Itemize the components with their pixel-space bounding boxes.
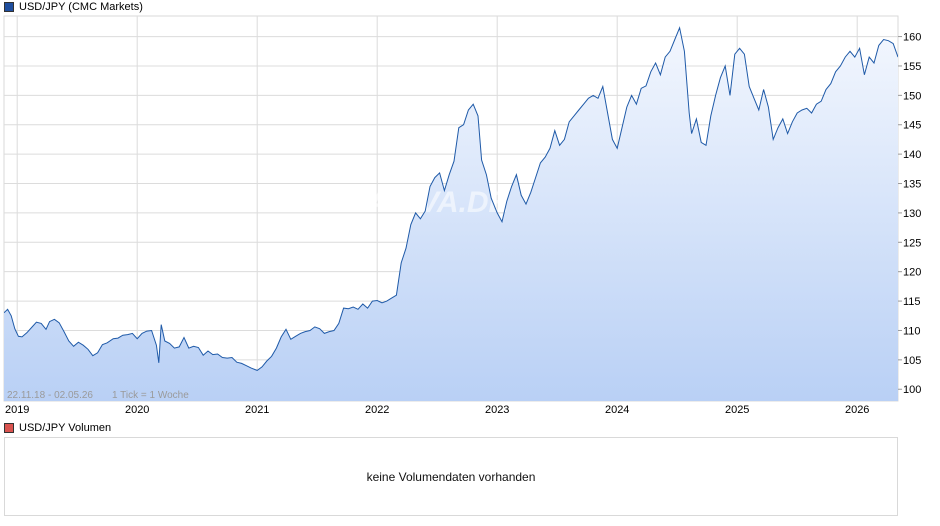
x-tick-label: 2026 [845, 404, 869, 416]
y-tick-label: 110 [903, 325, 921, 337]
x-tick-label: 2025 [725, 404, 749, 416]
volume-legend-swatch [4, 423, 14, 433]
price-line [4, 26, 898, 371]
watermark: ARIVA.DE [366, 186, 509, 219]
range-info: 22.11.18 - 02.05.26 [7, 390, 93, 401]
y-tick-label: 115 [903, 296, 921, 308]
price-area [4, 27, 898, 401]
y-tick-label: 155 [903, 61, 921, 73]
y-tick-label: 145 [903, 120, 921, 132]
x-axis: 2019 2020 2021 2022 2023 2024 2025 2026 [5, 404, 869, 416]
y-axis: 100 105 110 115 120 125 130 135 140 145 150 155 160 [898, 32, 921, 396]
price-chart: ARIVA.DE 1001051101151201251301351401451… [3, 15, 921, 416]
x-tick-label: 2020 [125, 404, 149, 416]
volume-panel: keine Volumendaten vorhanden [4, 437, 898, 516]
y-tick-label: 120 [903, 267, 921, 279]
x-tick-label: 2023 [485, 404, 509, 416]
y-tick-label: 135 [903, 179, 921, 191]
x-tick-label: 2024 [605, 404, 629, 416]
y-tick-label: 150 [903, 90, 921, 102]
y-tick-label: 140 [903, 149, 921, 161]
y-tick-label: 130 [903, 208, 921, 220]
price-legend-swatch [4, 2, 14, 12]
y-tick-label: 105 [903, 355, 921, 367]
y-tick-label: 125 [903, 237, 921, 249]
price-legend-label: USD/JPY (CMC Markets) [19, 1, 143, 13]
volume-legend: USD/JPY Volumen [4, 422, 111, 434]
x-tick-label: 2021 [245, 404, 269, 416]
y-tick-label: 100 [903, 384, 921, 396]
volume-legend-label: USD/JPY Volumen [19, 422, 112, 434]
y-tick-label: 160 [903, 32, 921, 44]
x-tick-label: 2019 [5, 404, 29, 416]
price-legend: USD/JPY (CMC Markets) [4, 1, 143, 13]
volume-empty-message: keine Volumendaten vorhanden [366, 469, 536, 484]
x-tick-label: 2022 [365, 404, 389, 416]
tick-info: 1 Tick = 1 Woche [112, 390, 189, 401]
